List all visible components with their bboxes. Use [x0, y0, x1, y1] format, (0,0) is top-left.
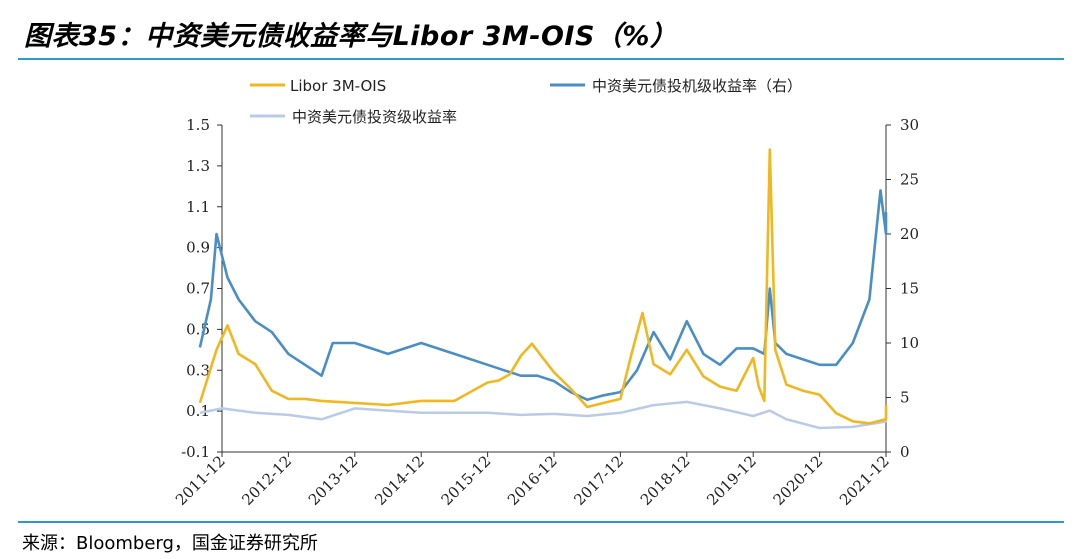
- y-left-tick-label: 0.1: [186, 402, 210, 420]
- y-left-tick-label: 1.3: [186, 157, 210, 175]
- y-right-tick-label: 30: [900, 116, 919, 134]
- x-tick-label: 2014-12: [371, 452, 428, 509]
- x-tick-label: 2019-12: [703, 452, 760, 509]
- x-tick-label: 2013-12: [305, 452, 362, 509]
- x-tick-label: 2016-12: [504, 452, 561, 509]
- x-tick-label: 2021-12: [836, 452, 893, 509]
- axes: 1.51.31.10.90.70.50.30.1-0.1302520151050…: [172, 116, 919, 509]
- legend-label-libor: Libor 3M-OIS: [290, 77, 386, 95]
- y-right-tick-label: 10: [900, 334, 919, 352]
- x-tick-label: 2018-12: [637, 452, 694, 509]
- x-tick-label: 2020-12: [770, 452, 827, 509]
- legend-label-hy: 中资美元债投机级收益率（右）: [592, 77, 802, 95]
- source-note: 来源：Bloomberg，国金证券研究所: [22, 533, 318, 554]
- series-line-libor: [198, 148, 888, 425]
- page-title: 图表35：中资美元债收益率与Libor 3M-OIS（%）: [24, 21, 678, 52]
- x-tick-label: 2015-12: [438, 452, 495, 509]
- footer-divider: [18, 521, 1064, 523]
- series-layer: [198, 148, 888, 430]
- y-left-tick-label: 0.9: [186, 239, 210, 257]
- legend-label-ig: 中资美元债投资级收益率: [292, 108, 457, 126]
- y-right-tick-label: 25: [900, 171, 919, 189]
- y-left-tick-label: 1.5: [186, 116, 210, 134]
- series-line-ig: [199, 400, 888, 430]
- title-divider: [18, 58, 1064, 60]
- x-tick-label: 2012-12: [238, 452, 295, 509]
- y-right-tick-label: 0: [900, 443, 910, 461]
- series-line-hy: [198, 189, 888, 402]
- y-right-tick-label: 20: [900, 225, 919, 243]
- legend: Libor 3M-OIS 中资美元债投机级收益率（右） 中资美元债投资级收益率: [250, 77, 802, 126]
- x-tick-label: 2017-12: [570, 452, 627, 509]
- chart: Libor 3M-OIS 中资美元债投机级收益率（右） 中资美元债投资级收益率 …: [172, 77, 919, 509]
- y-left-tick-label: -0.1: [181, 443, 210, 461]
- y-left-tick-label: 0.7: [186, 280, 210, 298]
- y-right-tick-label: 5: [900, 389, 910, 407]
- y-right-tick-label: 15: [900, 280, 919, 298]
- y-left-tick-label: 0.3: [186, 361, 210, 379]
- y-left-tick-label: 1.1: [186, 198, 210, 216]
